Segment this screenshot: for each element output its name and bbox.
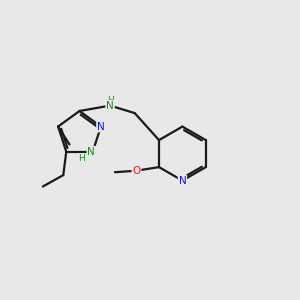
Text: O: O: [132, 166, 141, 176]
Text: N: N: [87, 147, 95, 157]
Text: N: N: [178, 176, 186, 186]
Text: H: H: [78, 154, 85, 163]
Text: N: N: [106, 100, 114, 111]
Text: N: N: [97, 122, 105, 131]
Text: H: H: [107, 96, 113, 105]
